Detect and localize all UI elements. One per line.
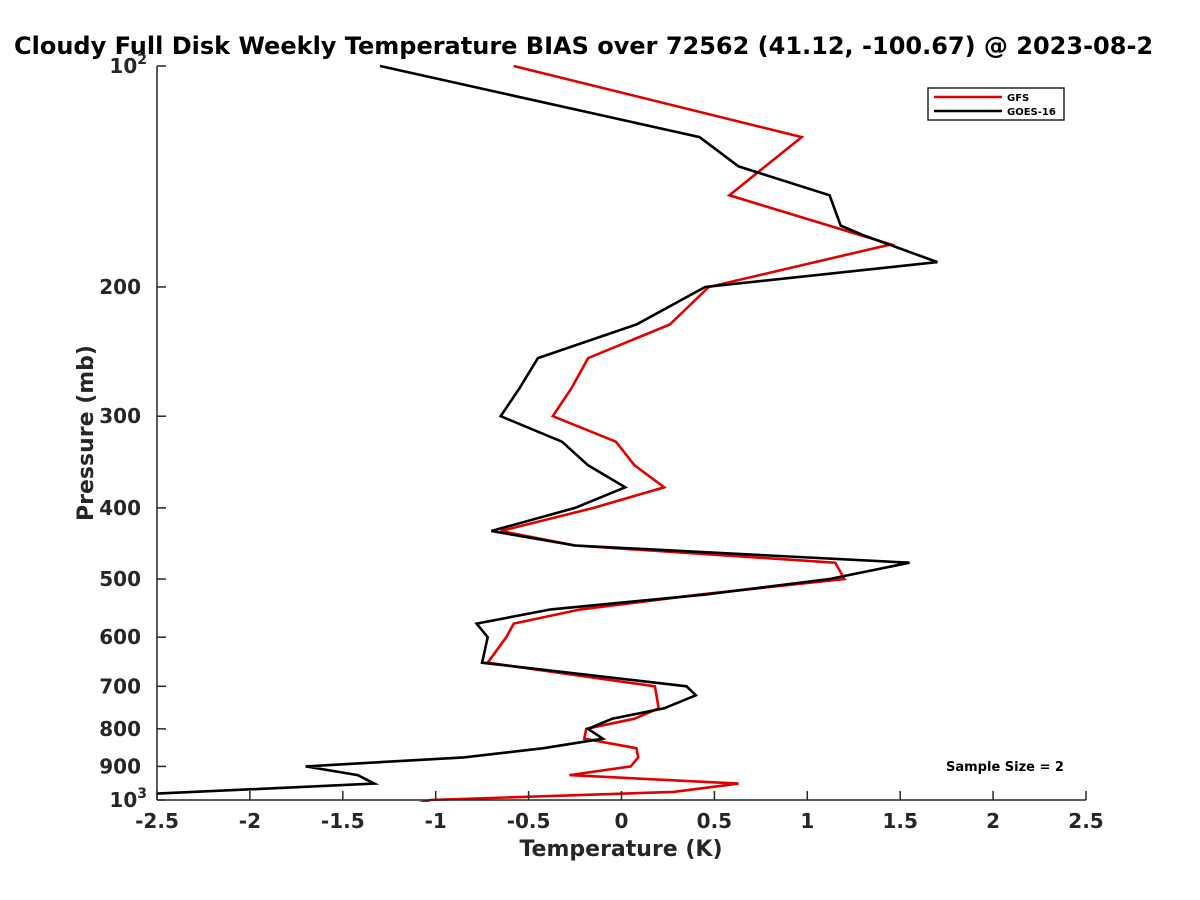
legend: GFS GOES-16 <box>927 87 1065 121</box>
x-tick-label: -1 <box>425 809 447 833</box>
x-axis-label: Temperature (K) <box>519 837 722 862</box>
x-tick-label: 0.5 <box>697 809 732 833</box>
legend-label-goes16: GOES-16 <box>1007 107 1056 118</box>
x-tick-label: 1 <box>800 809 814 833</box>
x-tick-label: -1.5 <box>321 809 365 833</box>
legend-box <box>927 87 1065 121</box>
x-tick-label: 2 <box>986 809 1000 833</box>
legend-label-gfs: GFS <box>1007 93 1029 104</box>
y-tick-label: 900 <box>99 754 141 778</box>
series-line-goes16 <box>156 64 938 795</box>
chart-title: Cloudy Full Disk Weekly Temperature BIAS… <box>14 32 1153 60</box>
x-tick-label: 0 <box>615 809 629 833</box>
y-tick-label: 500 <box>99 567 141 591</box>
y-tick-label: 600 <box>99 625 141 649</box>
x-tick-label: 1.5 <box>882 809 917 833</box>
x-tick-label: -0.5 <box>507 809 551 833</box>
y-tick-label: 200 <box>99 275 141 299</box>
plot-lines <box>156 64 938 802</box>
x-ticks: -2.5 -2 -1.5 -1 -0.5 0 0.5 1 1.5 2 2.5 <box>135 791 1104 833</box>
x-tick-label: -2 <box>239 809 261 833</box>
y-axis-label: Pressure (mb) <box>74 345 99 521</box>
y-tick-label: 800 <box>99 717 141 741</box>
x-tick-label: -2.5 <box>135 809 179 833</box>
sample-size-annotation: Sample Size = 2 <box>946 760 1064 775</box>
x-tick-label: 2.5 <box>1068 809 1103 833</box>
y-tick-label: 400 <box>99 496 141 520</box>
y-tick-label: 300 <box>99 404 141 428</box>
y-tick-label: 102 <box>109 52 147 78</box>
y-tick-label: 700 <box>99 674 141 698</box>
